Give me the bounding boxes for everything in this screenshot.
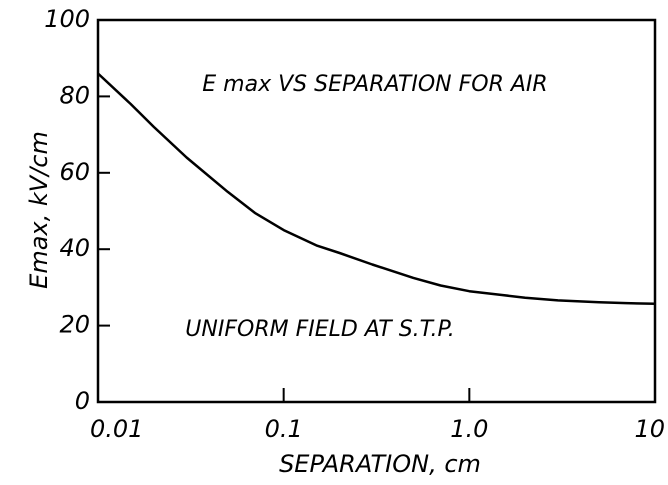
y-tick-label: 80 bbox=[59, 81, 90, 109]
y-axis-label: Emax, kV/cm bbox=[25, 131, 53, 289]
data-line bbox=[97, 72, 656, 306]
annotation: UNIFORM FIELD AT S.T.P. bbox=[185, 317, 454, 342]
x-tick-label: 0.1 bbox=[265, 415, 303, 443]
y-tick-label: 60 bbox=[59, 158, 90, 186]
y-tick-label: 20 bbox=[59, 311, 90, 339]
y-tick-label: 0 bbox=[75, 387, 90, 415]
y-tick-label: 40 bbox=[59, 234, 90, 262]
x-axis-label: SEPARATION, cm bbox=[279, 450, 481, 478]
x-tick-label: 1.0 bbox=[450, 415, 488, 443]
plot-frame bbox=[96, 18, 657, 404]
annotation: E max VS SEPARATION FOR AIR bbox=[202, 72, 547, 97]
x-tick-label: 0.01 bbox=[90, 415, 143, 443]
y-tick-label: 100 bbox=[44, 5, 90, 33]
x-tick-label: 10 bbox=[634, 415, 665, 443]
